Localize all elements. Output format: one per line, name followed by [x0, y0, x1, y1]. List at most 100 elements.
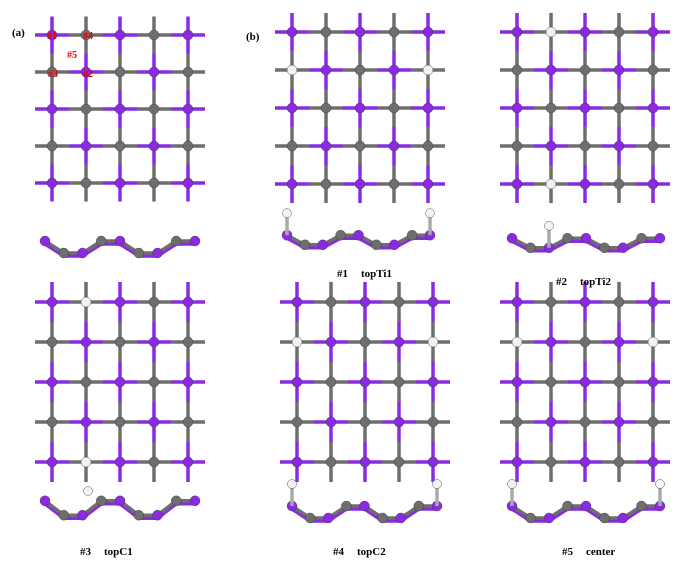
atom [77, 510, 88, 521]
atom [325, 296, 337, 308]
atom [647, 140, 659, 152]
atom [325, 456, 337, 468]
atom [388, 102, 400, 114]
atom [148, 416, 160, 428]
atom [286, 178, 298, 190]
atom [395, 512, 406, 524]
atom [388, 140, 400, 152]
atom [545, 456, 557, 468]
atom [613, 102, 625, 114]
atom [39, 495, 51, 506]
atom [287, 479, 297, 489]
atom [579, 456, 591, 468]
atom [579, 64, 591, 76]
atom [182, 416, 194, 428]
atom [291, 456, 303, 468]
atom [133, 510, 144, 521]
atom [579, 336, 591, 348]
atom [320, 140, 332, 152]
atom [114, 29, 126, 41]
atom [286, 26, 298, 38]
atom [320, 178, 332, 190]
site-label: #5 [67, 50, 77, 61]
atom [182, 376, 194, 388]
atom [613, 64, 625, 76]
atom [80, 140, 92, 152]
atom [506, 232, 518, 244]
atom [80, 336, 92, 348]
atom [647, 178, 659, 190]
atom [511, 26, 523, 38]
atom [579, 296, 591, 308]
atom [80, 376, 92, 388]
atom [286, 64, 298, 76]
atom [388, 26, 400, 38]
atom [613, 416, 625, 428]
atom [80, 177, 92, 189]
atom [182, 177, 194, 189]
atom [148, 140, 160, 152]
atom [647, 336, 659, 348]
atom [406, 229, 418, 241]
atom [647, 376, 659, 388]
atom [189, 495, 201, 506]
atom [46, 376, 58, 388]
atom [354, 178, 366, 190]
atom [511, 296, 523, 308]
atom [182, 456, 194, 468]
atom [354, 26, 366, 38]
atom [422, 26, 434, 38]
atom [320, 102, 332, 114]
atom [511, 416, 523, 428]
atom [46, 140, 58, 152]
atom [580, 232, 592, 244]
atom [359, 500, 370, 512]
structures [35, 13, 670, 524]
atom [39, 235, 51, 247]
atom [393, 416, 405, 428]
panel-label: (a) [12, 27, 25, 39]
atom [511, 140, 523, 152]
atom [427, 376, 439, 388]
atom [46, 66, 58, 78]
site-label: #3 [48, 69, 58, 80]
atom [579, 140, 591, 152]
atom [579, 178, 591, 190]
atom [291, 336, 303, 348]
atom [323, 512, 334, 524]
atom [422, 64, 434, 76]
config-number: #4 [333, 546, 345, 558]
atom [304, 512, 316, 524]
config-name: topC2 [357, 546, 386, 558]
atom [148, 336, 160, 348]
atom [393, 376, 405, 388]
atom [299, 239, 311, 251]
atom [617, 512, 629, 524]
atom [148, 376, 160, 388]
atom [427, 416, 439, 428]
config-number: #2 [556, 276, 568, 288]
atom [427, 296, 439, 308]
atom [335, 229, 346, 241]
atom [654, 232, 666, 244]
atom [545, 336, 557, 348]
atom [114, 456, 126, 468]
atom [655, 479, 665, 489]
atom [359, 376, 371, 388]
atom [80, 29, 92, 41]
atom [148, 29, 160, 41]
atom [525, 512, 536, 524]
atom [114, 416, 126, 428]
atom [286, 140, 298, 152]
atom [422, 178, 434, 190]
atom [545, 140, 557, 152]
atom [317, 239, 328, 251]
atom [647, 416, 659, 428]
atom [647, 64, 659, 76]
atom [388, 64, 400, 76]
atom [359, 416, 371, 428]
atom [525, 242, 536, 254]
atom [325, 376, 337, 388]
atom [354, 102, 366, 114]
atom [359, 456, 371, 468]
